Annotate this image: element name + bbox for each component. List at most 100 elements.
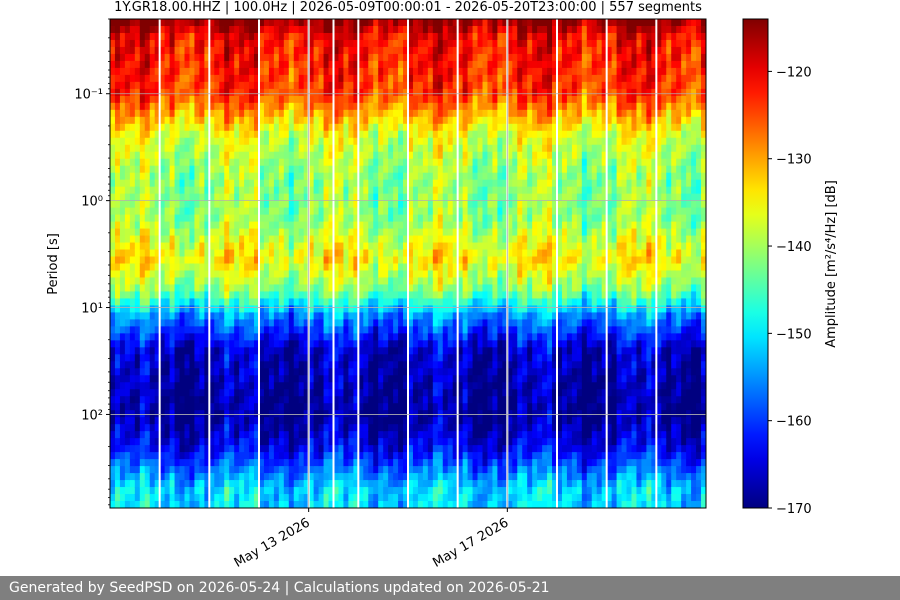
heatmap-cell	[199, 452, 205, 460]
heatmap-cell	[159, 158, 166, 167]
heatmap-cell	[179, 109, 186, 118]
heatmap-cell	[164, 235, 171, 244]
heatmap-cell	[229, 88, 235, 97]
heatmap-cell	[452, 193, 459, 202]
heatmap-cell	[174, 494, 181, 502]
heatmap-cell	[368, 270, 374, 279]
heatmap-cell	[422, 382, 429, 390]
heatmap-cell	[383, 151, 389, 160]
heatmap-cell	[244, 410, 250, 418]
heatmap-cell	[189, 284, 196, 293]
heatmap-cell	[408, 95, 414, 104]
heatmap-cell	[358, 494, 364, 502]
heatmap-cell	[457, 396, 464, 404]
heatmap-cell	[462, 151, 469, 160]
heatmap-cell	[219, 382, 225, 390]
heatmap-cell	[134, 144, 141, 153]
heatmap-cell	[323, 396, 330, 404]
heatmap-cell	[388, 361, 394, 369]
heatmap-cell	[149, 186, 156, 195]
heatmap-cell	[408, 284, 414, 293]
heatmap-cell	[462, 172, 469, 181]
heatmap-cell	[422, 53, 429, 62]
heatmap-cell	[110, 382, 116, 390]
heatmap-cell	[432, 74, 439, 83]
heatmap-cell	[283, 347, 290, 355]
heatmap-cell	[427, 186, 434, 195]
heatmap-cell	[110, 186, 116, 195]
heatmap-cell	[254, 19, 260, 27]
heatmap-cell	[343, 165, 349, 174]
heatmap-cell	[110, 88, 116, 97]
heatmap-cell	[219, 263, 225, 272]
heatmap-cell	[159, 116, 166, 125]
heatmap-cell	[159, 396, 166, 404]
heatmap-cell	[204, 361, 210, 369]
heatmap-cell	[110, 235, 116, 244]
heatmap-cell	[194, 319, 200, 327]
heatmap-cell	[348, 431, 354, 439]
heatmap-cell	[388, 32, 394, 41]
heatmap-cell	[422, 340, 429, 348]
heatmap-cell	[194, 410, 200, 418]
heatmap-cell	[348, 438, 354, 446]
heatmap-cell	[283, 207, 290, 216]
heatmap-cell	[442, 60, 449, 69]
heatmap-cell	[164, 333, 171, 341]
heatmap-cell	[169, 396, 176, 404]
heatmap-cell	[323, 326, 330, 334]
heatmap-cell	[338, 480, 345, 488]
heatmap-cell	[134, 452, 141, 460]
heatmap-cell	[313, 102, 320, 111]
heatmap-cell	[417, 235, 424, 244]
heatmap-cell	[308, 354, 315, 362]
heatmap-cell	[343, 109, 349, 118]
heatmap-cell	[159, 368, 166, 376]
heatmap-cell	[184, 326, 191, 334]
heatmap-cell	[378, 263, 384, 272]
heatmap-cell	[184, 473, 191, 481]
heatmap-cell	[129, 256, 136, 265]
heatmap-cell	[214, 151, 220, 160]
heatmap-cell	[328, 256, 335, 265]
heatmap-cell	[308, 19, 315, 27]
heatmap-cell	[204, 109, 210, 118]
heatmap-cell	[124, 368, 131, 376]
heatmap-cell	[378, 494, 384, 502]
heatmap-cell	[179, 466, 186, 474]
heatmap-cell	[129, 186, 136, 195]
heatmap-cell	[452, 354, 459, 362]
heatmap-cell	[114, 361, 121, 369]
heatmap-cell	[209, 102, 215, 111]
heatmap-cell	[348, 417, 354, 425]
heatmap-cell	[273, 116, 280, 125]
heatmap-cell	[408, 228, 414, 237]
heatmap-cell	[383, 74, 389, 83]
heatmap-cell	[417, 284, 424, 293]
heatmap-cell	[432, 403, 439, 411]
heatmap-cell	[124, 228, 131, 237]
heatmap-cell	[452, 284, 459, 293]
heatmap-cell	[204, 270, 210, 279]
heatmap-cell	[313, 361, 320, 369]
heatmap-cell	[283, 123, 290, 132]
heatmap-cell	[159, 333, 166, 341]
heatmap-cell	[313, 165, 320, 174]
heatmap-cell	[268, 487, 275, 495]
heatmap-cell	[383, 200, 389, 209]
heatmap-cell	[189, 158, 196, 167]
heatmap-cell	[432, 221, 439, 230]
heatmap-cell	[249, 389, 255, 397]
heatmap-cell	[179, 375, 186, 383]
heatmap-cell	[174, 19, 181, 27]
heatmap-cell	[244, 354, 250, 362]
heatmap-cell	[412, 19, 419, 27]
heatmap-cell	[124, 193, 131, 202]
heatmap-cell	[288, 137, 295, 146]
heatmap-cell	[457, 46, 464, 55]
heatmap-cell	[239, 158, 245, 167]
heatmap-cell	[293, 151, 300, 160]
heatmap-cell	[283, 19, 290, 27]
heatmap-cell	[199, 221, 205, 230]
heatmap-cell	[244, 270, 250, 279]
